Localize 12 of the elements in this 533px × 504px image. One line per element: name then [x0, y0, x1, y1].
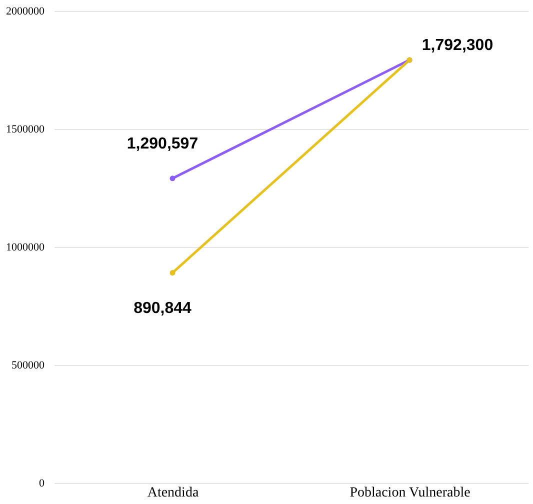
y-tick-label: 500000 [12, 360, 45, 372]
y-tick-label: 2000000 [6, 6, 45, 18]
data-label: 1,290,597 [126, 135, 198, 152]
x-tick-label: Atendida [147, 486, 200, 500]
point [170, 270, 176, 276]
data-label: 890,844 [134, 300, 192, 317]
y-tick-label: 1500000 [6, 124, 45, 136]
y-tick-label: 0 [39, 478, 45, 490]
x-tick-label: Poblacion Vulnerable [350, 486, 470, 500]
y-tick-label: 1000000 [6, 242, 45, 254]
data-label: 1,792,300 [422, 37, 494, 54]
point [170, 176, 176, 182]
